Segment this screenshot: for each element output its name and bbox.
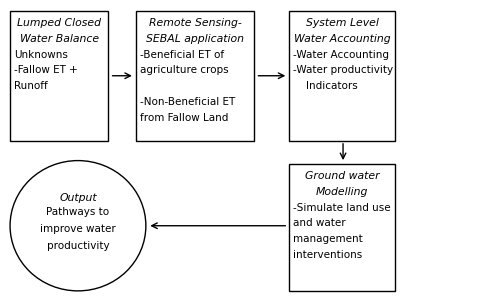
Text: SEBAL application: SEBAL application xyxy=(146,34,244,44)
Ellipse shape xyxy=(10,161,146,291)
Text: Unknowns: Unknowns xyxy=(14,50,68,60)
Text: Runoff: Runoff xyxy=(14,81,48,91)
Text: Lumped Closed: Lumped Closed xyxy=(17,18,101,28)
Text: and water: and water xyxy=(293,218,346,228)
Bar xyxy=(136,11,254,141)
Text: agriculture crops: agriculture crops xyxy=(140,65,228,75)
Bar xyxy=(10,11,108,141)
Text: interventions: interventions xyxy=(293,250,363,260)
Text: Water Balance: Water Balance xyxy=(20,34,99,44)
Text: -Beneficial ET of: -Beneficial ET of xyxy=(140,50,224,60)
Text: -Water productivity: -Water productivity xyxy=(293,65,393,75)
Text: -Non-Beneficial ET: -Non-Beneficial ET xyxy=(140,97,235,107)
Bar xyxy=(289,11,395,141)
Text: Ground water: Ground water xyxy=(305,171,379,181)
Text: -Water Accounting: -Water Accounting xyxy=(293,50,389,60)
Text: -Fallow ET +: -Fallow ET + xyxy=(14,65,78,75)
Text: Output: Output xyxy=(59,193,97,203)
Bar xyxy=(289,164,395,291)
Text: -Simulate land use: -Simulate land use xyxy=(293,203,391,213)
Text: from Fallow Land: from Fallow Land xyxy=(140,113,228,123)
Text: Remote Sensing-: Remote Sensing- xyxy=(148,18,241,28)
Text: productivity: productivity xyxy=(47,241,109,251)
Text: System Level: System Level xyxy=(306,18,378,28)
Text: Modelling: Modelling xyxy=(316,187,368,197)
Text: Indicators: Indicators xyxy=(293,81,358,91)
Text: improve water: improve water xyxy=(40,224,116,234)
Text: management: management xyxy=(293,234,363,244)
Text: Pathways to: Pathways to xyxy=(46,208,110,218)
Text: Water Accounting: Water Accounting xyxy=(294,34,390,44)
